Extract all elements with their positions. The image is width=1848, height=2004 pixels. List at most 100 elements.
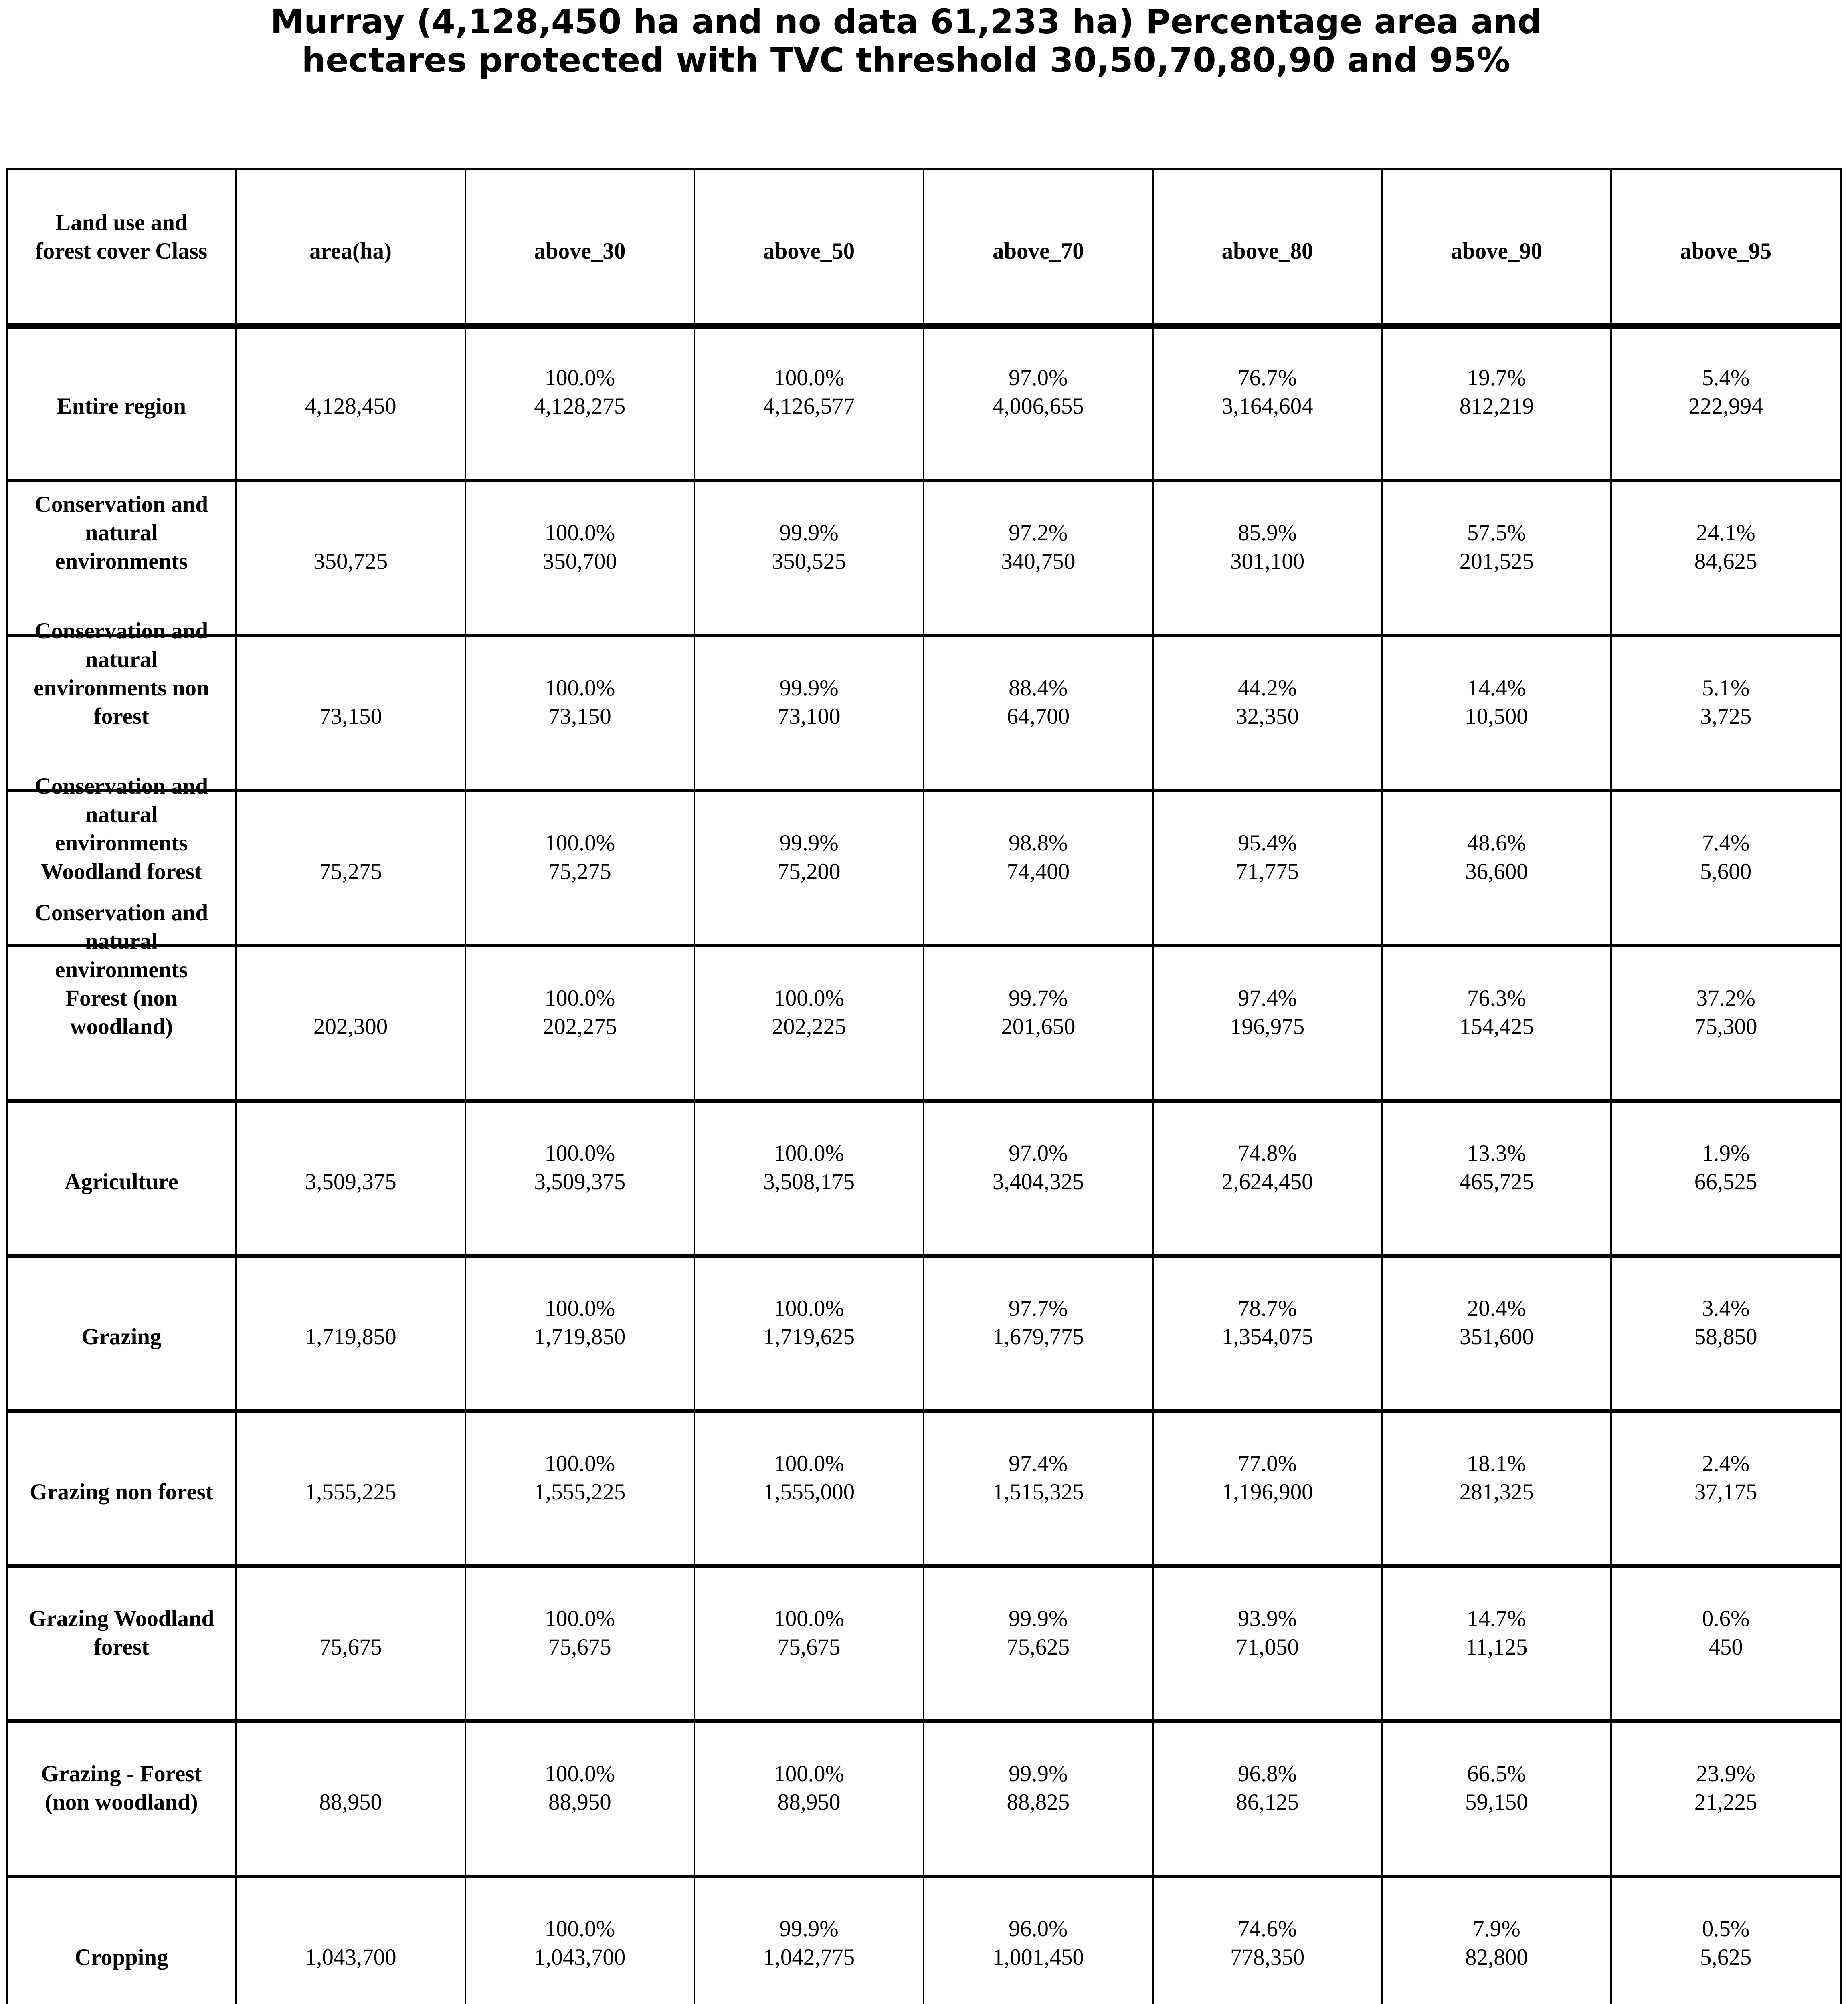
threshold-values: 95.4% 71,775	[1158, 829, 1377, 886]
hectares-value: 75,300	[1694, 1014, 1757, 1039]
threshold-values: 99.9% 88,825	[928, 1760, 1148, 1816]
table-row: Conservation and natural environments Fo…	[8, 900, 1840, 1099]
threshold-values: 14.7% 11,125	[1387, 1604, 1607, 1661]
row-label: Conservation and natural environments	[34, 492, 208, 574]
threshold-values: 77.0% 1,196,900	[1158, 1449, 1377, 1506]
row-label-cell: Grazing - Forest (non woodland)	[8, 1723, 235, 1875]
percent-value: 76.3%	[1467, 986, 1526, 1011]
percent-value: 95.4%	[1238, 830, 1297, 856]
threshold-cell-50: 100.0% 88,950	[694, 1723, 923, 1875]
row-label: Grazing	[81, 1324, 162, 1349]
percent-value: 100.0%	[544, 675, 615, 701]
percent-value: 99.9%	[779, 675, 839, 701]
percent-value: 78.7%	[1238, 1296, 1297, 1321]
percent-value: 37.2%	[1696, 986, 1755, 1011]
threshold-values: 48.6% 36,600	[1387, 829, 1607, 886]
hectares-value: 222,994	[1688, 394, 1763, 419]
percent-value: 96.8%	[1238, 1761, 1297, 1786]
row-label-cell: Grazing	[8, 1258, 235, 1409]
threshold-cell-30: 100.0% 202,275	[464, 947, 694, 1099]
header-cell-1: area(ha)	[235, 170, 465, 323]
threshold-cell-95: 5.4% 222,994	[1610, 329, 1840, 479]
hectares-value: 340,750	[1001, 549, 1076, 574]
percent-value: 20.4%	[1467, 1296, 1526, 1321]
threshold-values: 99.9% 350,525	[699, 519, 919, 576]
percent-value: 5.1%	[1702, 675, 1750, 701]
percent-value: 14.4%	[1467, 675, 1526, 701]
hectares-value: 1,679,775	[992, 1324, 1084, 1349]
percent-value: 74.8%	[1238, 1141, 1297, 1166]
percent-value: 77.0%	[1238, 1451, 1297, 1476]
area-value: 73,150	[319, 704, 382, 729]
threshold-values: 97.4% 1,515,325	[928, 1449, 1148, 1506]
threshold-cell-70: 99.7% 201,650	[923, 947, 1152, 1099]
hectares-value: 11,125	[1466, 1634, 1528, 1660]
percent-value: 99.9%	[1009, 1761, 1068, 1786]
percent-value: 74.6%	[1238, 1916, 1297, 1941]
threshold-cell-70: 99.9% 88,825	[923, 1723, 1152, 1875]
hectares-value: 1,555,225	[534, 1479, 626, 1505]
row-label: Conservation and natural environments Fo…	[34, 900, 208, 1039]
hectares-value: 5,600	[1700, 859, 1752, 884]
hectares-value: 3,509,375	[534, 1169, 626, 1194]
percent-value: 23.9%	[1696, 1761, 1755, 1786]
threshold-cell-30: 100.0% 75,675	[464, 1568, 694, 1719]
threshold-values: 5.1% 3,725	[1616, 674, 1836, 731]
table-row: Conservation and natural environments no…	[8, 618, 1840, 789]
header-label: above_50	[763, 238, 855, 264]
hectares-value: 281,325	[1459, 1479, 1534, 1505]
hectares-value: 465,725	[1459, 1169, 1534, 1194]
percent-value: 100.0%	[544, 830, 615, 856]
threshold-cell-30: 100.0% 73,150	[464, 637, 694, 789]
threshold-cell-80: 85.9% 301,100	[1152, 482, 1381, 634]
hectares-value: 73,150	[548, 704, 611, 729]
hectares-value: 32,350	[1236, 704, 1299, 729]
area-value: 1,719,850	[305, 1324, 396, 1349]
threshold-values: 13.3% 465,725	[1387, 1139, 1607, 1196]
hectares-value: 154,425	[1459, 1014, 1534, 1039]
table-row: Grazing 1,719,850 100.0% 1,719,850 100.0% 1,7…	[8, 1254, 1840, 1409]
threshold-cell-80: 76.7% 3,164,604	[1152, 329, 1381, 479]
threshold-values: 100.0% 1,043,700	[470, 1915, 690, 1972]
percent-value: 2.4%	[1702, 1451, 1750, 1476]
percent-value: 0.6%	[1702, 1606, 1750, 1631]
threshold-values: 99.9% 73,100	[699, 674, 919, 731]
hectares-value: 201,650	[1001, 1014, 1076, 1039]
threshold-values: 99.7% 201,650	[928, 984, 1148, 1041]
threshold-values: 97.0% 4,006,655	[928, 364, 1148, 420]
percent-value: 100.0%	[544, 1916, 615, 1941]
hectares-value: 351,600	[1459, 1324, 1534, 1349]
hectares-value: 301,100	[1230, 549, 1305, 574]
percent-value: 100.0%	[774, 1606, 844, 1631]
row-label-cell: Conservation and natural environments Fo…	[8, 900, 235, 1099]
threshold-values: 44.2% 32,350	[1158, 674, 1377, 731]
threshold-cell-30: 100.0% 88,950	[464, 1723, 694, 1875]
threshold-cell-90: 57.5% 201,525	[1381, 482, 1611, 634]
percent-value: 100.0%	[544, 1141, 615, 1166]
threshold-cell-80: 77.0% 1,196,900	[1152, 1413, 1381, 1564]
percent-value: 100.0%	[544, 365, 615, 390]
threshold-values: 99.9% 75,625	[928, 1604, 1148, 1661]
hectares-value: 4,126,577	[763, 394, 855, 419]
threshold-values: 66.5% 59,150	[1387, 1760, 1607, 1816]
hectares-value: 450	[1708, 1634, 1743, 1660]
area-value: 75,675	[319, 1634, 382, 1660]
percent-value: 66.5%	[1467, 1761, 1526, 1786]
threshold-cell-95: 0.6% 450	[1610, 1568, 1840, 1719]
row-label-cell: Conservation and natural environments	[8, 482, 235, 634]
threshold-cell-70: 96.0% 1,001,450	[923, 1878, 1152, 2004]
hectares-value: 3,725	[1700, 704, 1752, 729]
threshold-cell-70: 97.2% 340,750	[923, 482, 1152, 634]
hectares-value: 73,100	[777, 704, 841, 729]
threshold-values: 3.4% 58,850	[1616, 1294, 1836, 1351]
hectares-value: 59,150	[1465, 1790, 1528, 1815]
threshold-values: 1.9% 66,525	[1616, 1139, 1836, 1196]
percent-value: 100.0%	[774, 365, 844, 390]
percent-value: 5.4%	[1702, 365, 1750, 390]
threshold-cell-80: 74.8% 2,624,450	[1152, 1103, 1381, 1254]
hectares-value: 66,525	[1694, 1169, 1757, 1194]
row-label: Cropping	[75, 1945, 168, 1970]
hectares-value: 1,719,850	[534, 1324, 626, 1349]
row-label-cell: Entire region	[8, 329, 235, 479]
